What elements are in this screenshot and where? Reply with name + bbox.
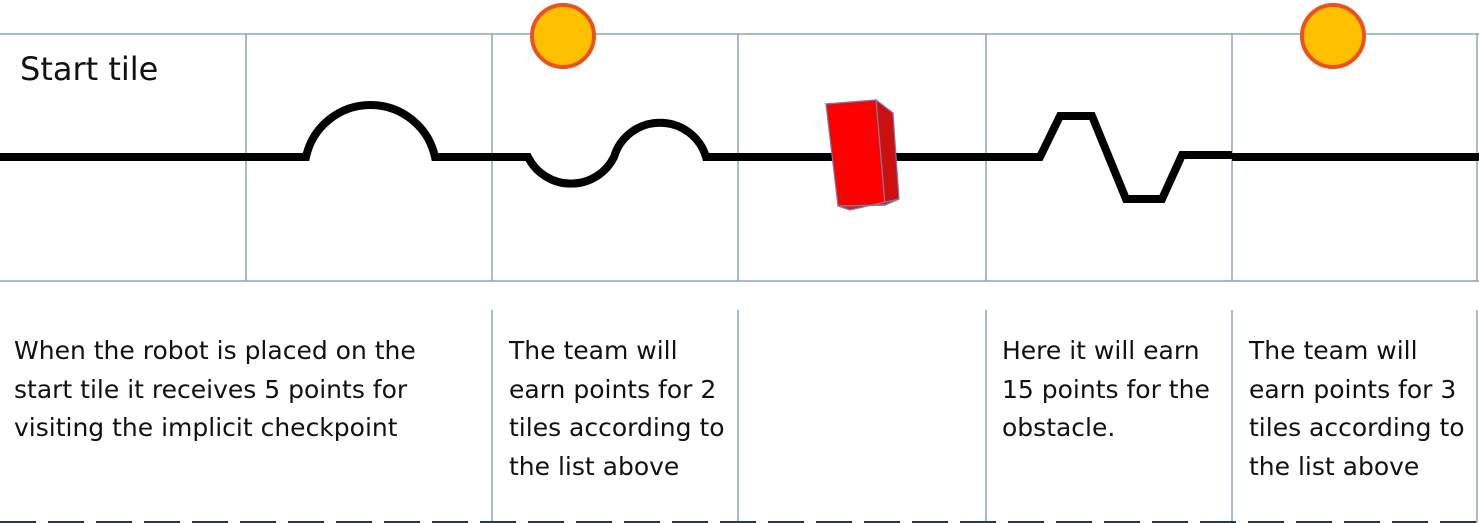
track-segment-s-curve	[492, 118, 738, 188]
tile-5-description: Here it will earn 15 points for the obst…	[1002, 336, 1210, 442]
description-row-dividers	[491, 310, 1478, 523]
track-segment-zigzag	[986, 112, 1232, 203]
tile-3-description: The team will earn points for 2 tiles ac…	[509, 336, 725, 481]
obstacle-front-face	[825, 99, 886, 207]
checkpoint-marker	[1300, 3, 1366, 69]
obstacle-bottom-face	[837, 198, 900, 211]
track-segment-hump	[302, 101, 492, 161]
track-line	[0, 101, 1479, 203]
start-tile-label: Start tile	[20, 50, 159, 88]
obstacle-brick	[824, 98, 900, 211]
tile-1-description: When the robot is placed on the start ti…	[14, 336, 416, 442]
checkpoint-marker	[530, 3, 596, 69]
tile-6-description: The team will earn points for 3 tiles ac…	[1249, 336, 1465, 481]
